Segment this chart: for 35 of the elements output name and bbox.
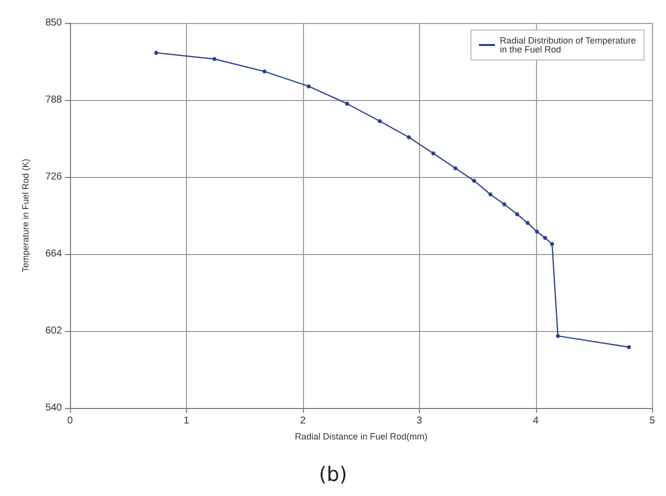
point (378, 119, 382, 124)
x-axis-title: Radial Distance in Fuel Rod(mm) (294, 432, 428, 442)
x-tick-label: 0 (67, 416, 74, 426)
y-tick-label: 540 (45, 402, 62, 414)
x-tick-label: 1 (184, 416, 190, 426)
y-tick-label: 788 (45, 94, 62, 106)
point (502, 202, 506, 206)
point (212, 57, 216, 62)
point (453, 166, 458, 170)
point (543, 236, 548, 240)
y-tick-label: 850 (45, 18, 62, 28)
point (154, 50, 158, 55)
point (431, 151, 436, 156)
x-tick-label: 4 (532, 416, 539, 426)
text: (b) (318, 462, 348, 486)
legend-label: Radial Distribution of Temperature in the Fuel Rod (500, 36, 636, 54)
point (515, 212, 520, 216)
point (534, 230, 539, 234)
point (345, 102, 350, 106)
point (550, 242, 554, 246)
x-tick-label: 5 (649, 416, 656, 426)
y-tick-label: 664 (45, 248, 62, 260)
point (556, 334, 560, 338)
x-tick-label: 3 (416, 416, 423, 426)
point (262, 69, 266, 74)
y-tick-label: 602 (45, 326, 62, 336)
x-tick-label: 2 (300, 416, 306, 426)
point (526, 220, 530, 225)
point (488, 192, 492, 196)
y-axis-title: Temperature in Fuel Rod (K) (20, 158, 30, 272)
point (626, 345, 631, 350)
point (472, 178, 476, 183)
y-tick-label: 726 (45, 172, 62, 182)
point (306, 84, 311, 88)
point (406, 135, 411, 140)
